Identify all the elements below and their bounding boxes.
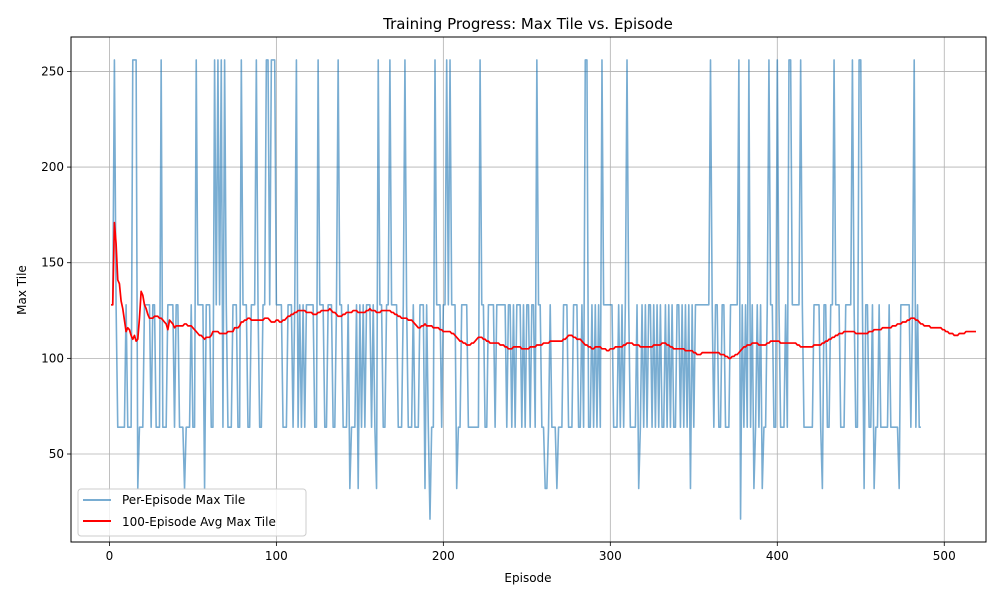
x-tick-label: 100: [265, 549, 288, 563]
legend: Per-Episode Max Tile 100-Episode Avg Max…: [77, 488, 307, 537]
axis-ticks: 0 100 200 300 400 500 50 100 150 200 250: [41, 64, 956, 563]
x-tick-label: 0: [106, 549, 114, 563]
y-tick-label: 50: [49, 447, 64, 461]
legend-label-per-episode: Per-Episode Max Tile: [122, 493, 245, 507]
x-tick-label: 300: [599, 549, 622, 563]
y-tick-label: 250: [41, 64, 64, 78]
chart-title: Training Progress: Max Tile vs. Episode: [382, 15, 673, 33]
series-per-episode-line: [111, 59, 921, 520]
y-axis-label: Max Tile: [15, 265, 29, 315]
x-tick-label: 200: [432, 549, 455, 563]
y-tick-label: 200: [41, 160, 64, 174]
x-tick-label: 400: [766, 549, 789, 563]
series-avg-line: [111, 221, 976, 360]
plot-series: [111, 59, 976, 520]
plot-frame: [70, 36, 987, 543]
x-axis-label: Episode: [504, 571, 551, 585]
y-tick-label: 100: [41, 351, 64, 365]
x-tick-label: 500: [933, 549, 956, 563]
legend-label-avg: 100-Episode Avg Max Tile: [122, 515, 276, 529]
legend-box: [77, 488, 307, 537]
y-tick-label: 150: [41, 256, 64, 270]
